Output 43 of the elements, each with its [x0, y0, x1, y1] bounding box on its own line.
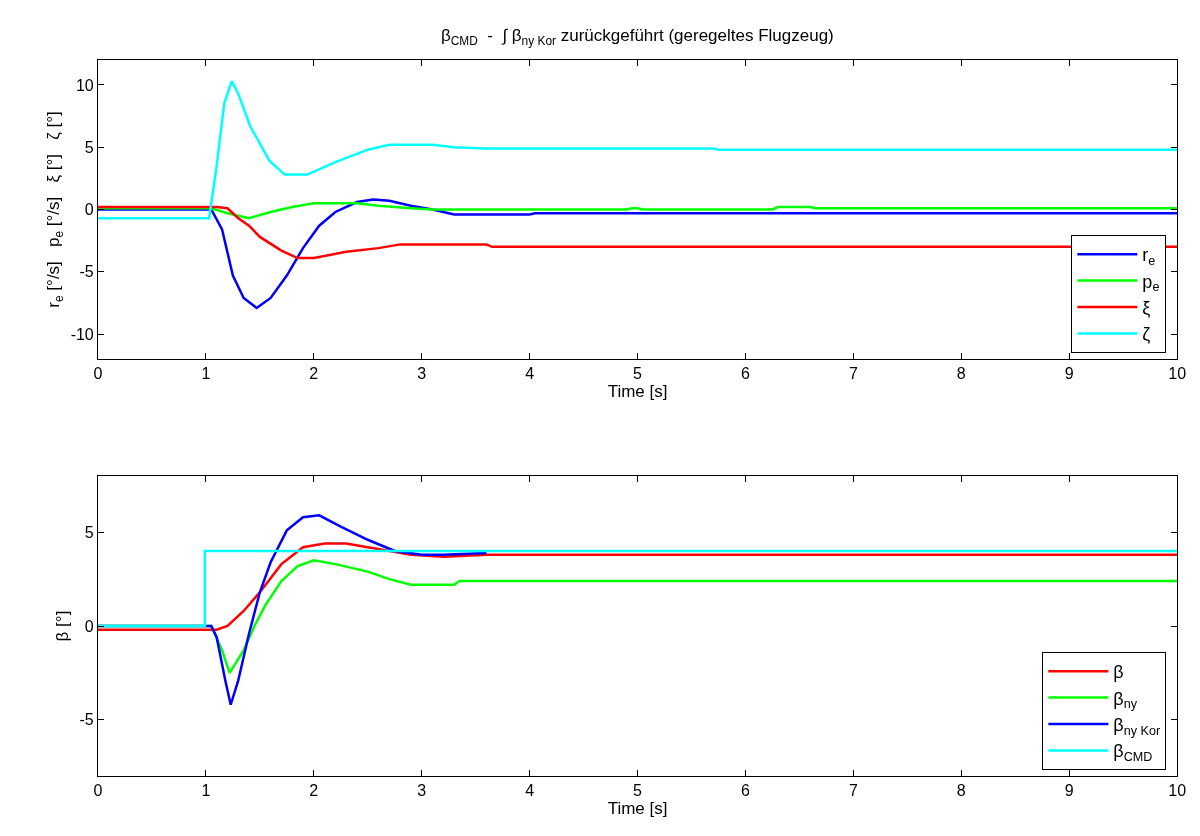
x-tick-label: 9 [1064, 365, 1074, 383]
y-tick-label: -10 [70, 325, 94, 343]
chart-title: β$_{CMD}$ - ∫ β$_{ny Kor}$ zurückgeführt (geregeltes Flugzeug) [441, 26, 834, 48]
legend-label: r$_{e}$ [1142, 245, 1156, 269]
y-tick-label: 5 [84, 523, 94, 541]
line-series [97, 205, 1178, 260]
legend-label: ζ [1142, 324, 1151, 345]
line-series [97, 79, 1178, 220]
x-tick-label: 7 [848, 782, 858, 800]
x-tick-label: 2 [309, 365, 319, 383]
legend-label: β [1113, 662, 1124, 683]
x-tick-label: 4 [525, 782, 535, 800]
x-tick-label: 1 [201, 782, 211, 800]
x-tick-label: 1 [201, 365, 211, 383]
x-tick-label: 9 [1064, 782, 1074, 800]
x-tick-label: 5 [633, 365, 643, 383]
x-tick-label: 10 [1168, 365, 1187, 383]
y-tick-label: 5 [84, 138, 94, 156]
legend-label: β$_{ny Kor}$ [1113, 715, 1161, 738]
y-tick-label: 0 [84, 617, 94, 635]
x-tick-label: 3 [417, 365, 427, 383]
x-tick-label: 10 [1168, 782, 1187, 800]
x-tick-label: 4 [525, 365, 535, 383]
legend-label: β$_{ny}$ [1113, 688, 1138, 712]
y-tick-label: -5 [79, 711, 94, 729]
y-tick-label: 0 [84, 201, 94, 219]
legend-label: β$_{CMD}$ [1113, 741, 1153, 765]
x-tick-label: 8 [956, 782, 966, 800]
legend-label: ξ [1142, 298, 1151, 319]
x-axis-title: Time [s] [607, 382, 668, 402]
x-tick-label: 7 [848, 365, 858, 383]
line-series [97, 202, 1178, 220]
x-tick-label: 2 [309, 782, 319, 800]
y-tick-label: 10 [75, 76, 94, 94]
x-tick-label: 6 [741, 782, 751, 800]
x-axis-title: Time [s] [607, 799, 668, 819]
legend-label: p$_{e}$ [1142, 271, 1160, 295]
y-tick-label: -5 [79, 263, 94, 281]
y-axis-title: β [°] [53, 610, 73, 642]
x-tick-label: 8 [956, 365, 966, 383]
x-tick-label: 3 [417, 782, 427, 800]
x-tick-label: 6 [741, 365, 751, 383]
x-tick-label: 5 [633, 782, 643, 800]
